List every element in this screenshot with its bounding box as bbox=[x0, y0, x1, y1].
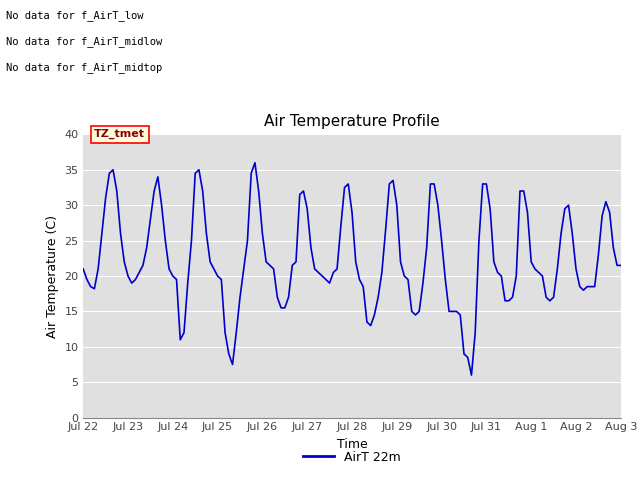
Legend: AirT 22m: AirT 22m bbox=[298, 446, 406, 469]
Y-axis label: Air Temperature (C): Air Temperature (C) bbox=[45, 215, 59, 337]
Text: No data for f_AirT_midtop: No data for f_AirT_midtop bbox=[6, 62, 163, 73]
Text: TZ_tmet: TZ_tmet bbox=[94, 129, 145, 140]
Text: No data for f_AirT_midlow: No data for f_AirT_midlow bbox=[6, 36, 163, 47]
X-axis label: Time: Time bbox=[337, 438, 367, 451]
Title: Air Temperature Profile: Air Temperature Profile bbox=[264, 114, 440, 129]
Text: No data for f_AirT_low: No data for f_AirT_low bbox=[6, 10, 144, 21]
